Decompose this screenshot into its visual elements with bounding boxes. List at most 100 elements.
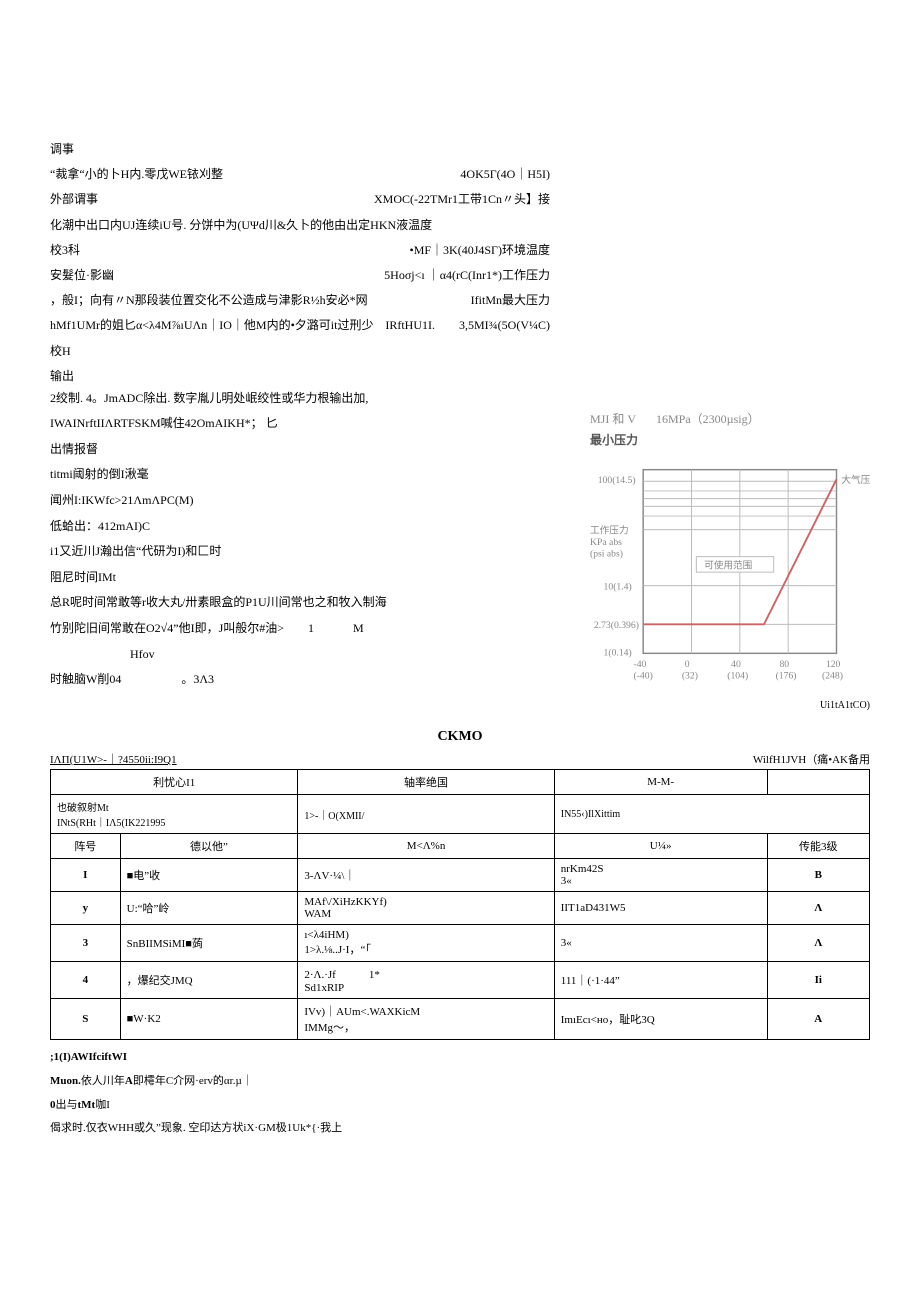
output-line: 阻尼时间IMt	[50, 567, 550, 589]
spec-line: “裁拿“小的卜H内.零戊WE铱刈整4OK5Γ(4O｜H5I)	[50, 165, 550, 184]
table-cell: IIT1aD431W5	[554, 892, 767, 925]
table-cell: ■电”收	[120, 859, 298, 892]
table-cell: 2·Λ.·Jf 1* Sd1xRIP	[298, 962, 554, 999]
spec-label: 外部谓事	[50, 190, 374, 209]
svg-text:1(0.14): 1(0.14)	[604, 647, 632, 658]
chart-region-label: 可使用范围	[704, 559, 752, 571]
sub-mid: 1>-｜O(XMII/	[298, 795, 554, 834]
svg-text:大气压: 大气压	[841, 474, 870, 486]
ch-4: 传能3级	[767, 834, 869, 859]
spec-value: 5Hoσj<ı ｜α4(rC(Inr1*)工作压力	[384, 266, 550, 285]
ch-0: 阵号	[51, 834, 121, 859]
spec-line: hMf1UMr的姐匕α<λ4M⅞ıUΛn｜IO｜他M内的•夕潞可it过刑少IRf…	[50, 316, 550, 335]
table-top-left: IΛΠ(U1W>-｜?4550ii:I9Q1	[50, 751, 177, 767]
spec-line: 调事	[50, 140, 550, 159]
table-cell: U:“哈”岭	[120, 892, 298, 925]
ch-1: 德以他”	[120, 834, 298, 859]
table-top-right: WilfH1JVH（痛•AK备用	[753, 751, 870, 767]
output-line: 闻州I:IKWfc>21ΛmΛPC(M)	[50, 490, 550, 512]
svg-text:(psi abs): (psi abs)	[590, 549, 623, 560]
spec-value: XMOC(-22TMr1工带1Cn〃头】接	[374, 190, 550, 209]
spec-value: •MF｜3K(40J4SΓ)环境温度	[410, 241, 551, 260]
th-2: M-M-	[554, 770, 767, 795]
table-cell: Ii	[767, 962, 869, 999]
spec-label: 安髮位·影幽	[50, 266, 384, 285]
spec-label: 化潮中出口内UJ连续iU号. 分饼中为(UΨd川&久卜的他由出定HKN液温度	[50, 216, 550, 235]
footnote-line: 偈求时.仅衣WHH或久”现象. 空印达方状iX·GM极1Uk*{·我上	[50, 1119, 870, 1139]
th-0: 利忧心I1	[51, 770, 298, 795]
spec-label: 调事	[50, 140, 550, 159]
svg-text:10(1.4): 10(1.4)	[604, 582, 632, 593]
svg-text:(-40): (-40)	[634, 670, 653, 681]
table-row: I■电”收3-ΛV·¼\｜nrKm42S 3«B	[51, 859, 870, 892]
spec-label: 校H	[50, 342, 550, 361]
table-cell: y	[51, 892, 121, 925]
table-cell: ImıEcı<ʜo，耻叱3Q	[554, 999, 767, 1040]
spec-label: hMf1UMr的姐匕α<λ4M⅞ıUΛn｜IO｜他M内的•夕潞可it过刑少	[50, 316, 385, 335]
output-line: 2绞制. 4。JmADC除出. 数字胤儿明处岷绞性或华力根输出加,	[50, 388, 550, 410]
svg-text:(32): (32)	[682, 670, 698, 681]
spec-line: 化潮中出口内UJ连续iU号. 分饼中为(UΨd川&久卜的他由出定HKN液温度	[50, 216, 550, 235]
footnote-line: ;1(I)AWIfciftWI	[50, 1048, 870, 1068]
output-line: 总R呢时间常敢等r收大丸/卅素眼盒的P1U川间常也之和牧入制海	[50, 592, 550, 614]
table-cell: ■W·K2	[120, 999, 298, 1040]
table-cell: nrKm42S 3«	[554, 859, 767, 892]
indent-line: Hfov	[50, 644, 550, 666]
output-line: titmi阈射的倒I湫毫	[50, 464, 550, 486]
table-cell: 3	[51, 925, 121, 962]
output-title: 输出	[50, 367, 550, 384]
svg-text:2.73(0.396): 2.73(0.396)	[594, 620, 639, 631]
chart-title-right: 16MPa（2300µsig）	[656, 410, 760, 427]
sub-right: IN55‹)IlXittim	[554, 795, 869, 834]
table-cell: A	[767, 999, 869, 1040]
table-cell: S	[51, 999, 121, 1040]
spec-table: 利忧心I1 轴率绝国 M-M- 也破叙射Mt INtS(RHt｜IΛ5(IK22…	[50, 769, 870, 1040]
table-cell: 4	[51, 962, 121, 999]
spec-value: 4OK5Γ(4O｜H5I)	[460, 165, 550, 184]
svg-text:100(14.5): 100(14.5)	[598, 475, 636, 486]
table-row: yU:“哈”岭MAf\/XiHzKKYf) WAMIIT1aD431W5Λ	[51, 892, 870, 925]
svg-text:0: 0	[685, 659, 690, 670]
footnotes: ;1(I)AWIfciftWI Muon.依人川年A即樗年C介网·erv的αr.µ…	[50, 1048, 870, 1139]
svg-text:80: 80	[779, 659, 789, 670]
table-cell: I	[51, 859, 121, 892]
spec-label: ，般I；向有〃N那段装位置交化不公造成与津影R½h安必*网	[50, 291, 471, 310]
spec-line: 校H	[50, 342, 550, 361]
svg-text:工作压力: 工作压力	[590, 524, 629, 536]
output-line: 竹别陀旧间常敢在O2√4”他I即，J叫般尔#油> 1 M	[50, 618, 550, 640]
output-line: 出情报督	[50, 439, 550, 461]
table-row: 4，爆纪交JMQ2·Λ.·Jf 1* Sd1xRIP111｜(·1·44”Ii	[51, 962, 870, 999]
pressure-chart: 可使用范围 100(14.5) 工作压力 KPa abs (psi abs) 1…	[590, 456, 880, 696]
table-cell: 3-ΛV·¼\｜	[298, 859, 554, 892]
ckmo-heading: CKMO	[50, 729, 870, 745]
spec-line: 安髮位·影幽5Hoσj<ı ｜α4(rC(Inr1*)工作压力	[50, 266, 550, 285]
table-cell: ，爆纪交JMQ	[120, 962, 298, 999]
output-line: 低蛤出：412mAI)C	[50, 516, 550, 538]
table-cell: Λ	[767, 925, 869, 962]
spec-value: IfitMn最大压力	[471, 291, 550, 310]
output-line: i1又近川J瀚出信“代研为I)和匚时	[50, 541, 550, 563]
svg-text:120: 120	[826, 659, 841, 670]
table-cell: MAf\/XiHzKKYf) WAM	[298, 892, 554, 925]
footnote-line: 0出与tMt咖I	[50, 1096, 870, 1116]
svg-text:40: 40	[731, 659, 741, 670]
th-1: 轴率绝国	[298, 770, 554, 795]
output-line: IWAINrftIIΛRTFSKM喊住42OmAIKH*； 匕	[50, 413, 550, 435]
table-cell: Λ	[767, 892, 869, 925]
spec-line: ，般I；向有〃N那段装位置交化不公造成与津影R½h安必*网IfitMn最大压力	[50, 291, 550, 310]
table-header-info: IΛΠ(U1W>-｜?4550ii:I9Q1 WilfH1JVH（痛•AK备用	[50, 751, 870, 767]
svg-text:-40: -40	[634, 659, 647, 670]
table-cell: B	[767, 859, 869, 892]
x-axis-label: Ui1tA1tCO)	[590, 700, 870, 711]
ch-3: U¼»	[554, 834, 767, 859]
svg-text:(176): (176)	[776, 670, 797, 681]
table-cell: SnBIIMSiMI■蒟	[120, 925, 298, 962]
svg-text:(104): (104)	[727, 670, 748, 681]
footnote-line: Muon.依人川年A即樗年C介网·erv的αr.µ｜	[50, 1072, 870, 1092]
svg-text:(248): (248)	[822, 670, 843, 681]
chart-title-left: MJI 和 V	[590, 410, 636, 427]
table-row: S■W·K2IVv)｜AUm<.WAXKicM IMMg～，ImıEcı<ʜo，…	[51, 999, 870, 1040]
spec-line: 校3科•MF｜3K(40J4SΓ)环境温度	[50, 241, 550, 260]
table-row: 3SnBIIMSiMI■蒟ı<λ4iHM) 1>λ.⅛..J·I，“「3«Λ	[51, 925, 870, 962]
ch-2: M<Λ%n	[298, 834, 554, 859]
